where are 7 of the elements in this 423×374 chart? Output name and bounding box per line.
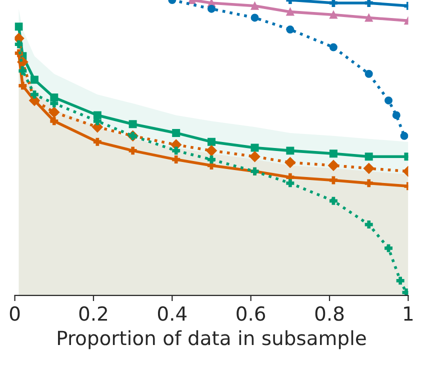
x-axis-title: Proportion of data in subsample [58,330,366,350]
x-tick-label: 0.2 [79,306,107,321]
x-tick-label: 0.4 [158,306,187,321]
x-tick-label: 0 [10,306,20,321]
x-tick-label: 0.8 [315,306,344,321]
x-tick-label: 1 [404,306,413,321]
x-tick-label: 0.6 [236,306,266,321]
